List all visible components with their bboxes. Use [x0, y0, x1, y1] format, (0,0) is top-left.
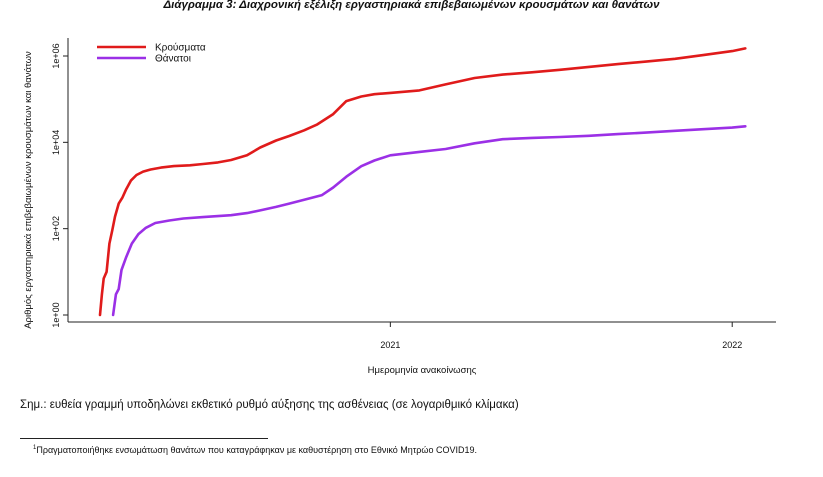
x-axis-title: Ημερομηνία ανακοίνωσης: [368, 365, 477, 376]
y-tick-label: 1e+02: [51, 216, 61, 241]
chart-title: Διάγραμμα 3: Διαχρονική εξέλιξη εργαστηρ…: [163, 0, 660, 11]
series-line-1: [98, 47, 747, 317]
y-axis-title: Αριθμός εργαστηριακά επιβεβαιωμένων κρου…: [23, 51, 34, 329]
series-layer: [98, 47, 747, 317]
footnote: 1Πραγματοποιήθηκε ενσωμάτωση θανάτων που…: [33, 445, 477, 455]
footnote-marker: 1: [33, 445, 37, 451]
y-tick-label: 1e+06: [51, 43, 61, 68]
y-tick-label: 1e+04: [51, 130, 61, 155]
x-tick-label: 2021: [380, 340, 400, 350]
y-tick-label: 1e+00: [51, 302, 61, 327]
legend-label-2: Θάνατοι: [155, 53, 191, 65]
series-line-2: [111, 125, 747, 317]
x-tick-label: 2022: [722, 340, 742, 350]
footnote-text: Πραγματοποιήθηκε ενσωμάτωση θανάτων που …: [36, 445, 477, 455]
axes: 1e+00 1e+02 1e+04 1e+06 2021 2022 Ημερομηνία α…: [23, 38, 776, 376]
chart-plot: 1e+00 1e+02 1e+04 1e+06 2021 2022 Ημερομηνία α…: [23, 38, 776, 376]
chart-note: Σημ.: ευθεία γραμμή υποδηλώνει εκθετικό …: [20, 399, 519, 411]
footnote-divider: [20, 438, 268, 439]
legend-label-1: Κρούσματα: [155, 42, 206, 54]
